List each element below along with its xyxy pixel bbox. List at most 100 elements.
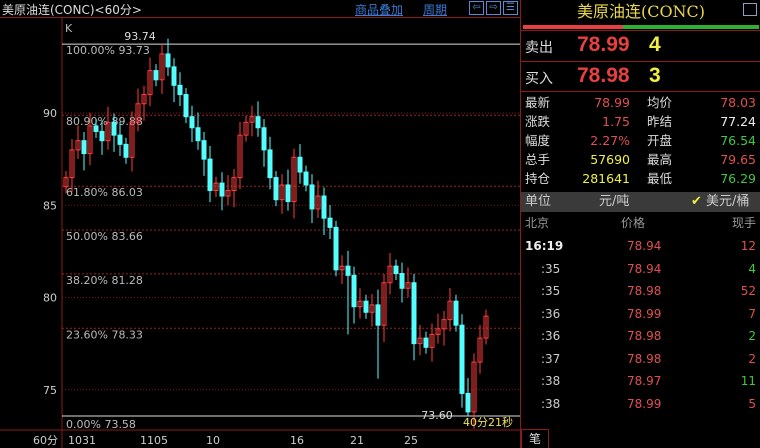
candle-body xyxy=(381,282,387,326)
candle-body xyxy=(201,140,207,160)
candle-body xyxy=(399,273,405,289)
y-tick-label: 75 xyxy=(43,384,57,397)
candle-body xyxy=(345,265,351,276)
candle-body xyxy=(363,300,369,313)
fib-label: 50.00% 83.66 xyxy=(66,230,143,243)
tab-ticks[interactable]: 笔 xyxy=(521,429,549,448)
candle-body xyxy=(63,177,69,188)
tick-price: 78.99 xyxy=(627,396,662,411)
stat-value: 57690 xyxy=(590,152,630,167)
tick-price: 78.98 xyxy=(627,351,662,366)
candle-body xyxy=(69,149,75,179)
tick-price: 78.98 xyxy=(627,284,662,298)
bid-volume: 3 xyxy=(649,64,661,87)
candle-body xyxy=(447,300,453,321)
maximize-icon[interactable] xyxy=(743,3,757,16)
candle-body xyxy=(465,392,471,413)
stat-value: 78.03 xyxy=(720,95,756,110)
candle-body xyxy=(417,337,423,345)
ratio-bar-red xyxy=(523,25,623,29)
candle-body xyxy=(393,265,399,275)
stat-label: 最高 xyxy=(647,152,673,167)
tick-volume: 2 xyxy=(748,351,756,366)
bid-row: 买入 78.98 3 xyxy=(521,62,760,92)
candle-body xyxy=(99,130,105,142)
tick-volume: 7 xyxy=(748,306,756,321)
candle-body xyxy=(291,156,297,203)
ask-price: 78.99 xyxy=(577,33,630,56)
stat-label: 开盘 xyxy=(647,133,673,148)
candle-body xyxy=(375,304,381,326)
x-tick-label: 1105 xyxy=(140,434,168,447)
candle-body xyxy=(171,66,177,86)
unit-option-yuan-ton[interactable]: 元/吨 xyxy=(599,194,630,209)
tick-price: 78.97 xyxy=(627,374,662,388)
bar-countdown: 40分21秒 xyxy=(463,415,513,429)
candle-body xyxy=(153,70,159,81)
candle-body xyxy=(135,103,141,123)
tick-volume: 11 xyxy=(740,374,756,388)
unit-row: 单位 元/吨 ✔ 美元/桶 xyxy=(521,192,760,212)
y-tick-label: 90 xyxy=(43,107,57,120)
candle-body xyxy=(477,337,483,363)
x-tick-label: 25 xyxy=(404,434,418,447)
tick-volume: 4 xyxy=(748,261,756,276)
candle-body xyxy=(225,189,231,197)
tick-time: :38 xyxy=(541,374,561,388)
col-time: 北京 xyxy=(525,216,550,230)
candle-body xyxy=(309,184,315,210)
arrow-left-icon[interactable]: ⇦ xyxy=(469,1,484,15)
candle-body xyxy=(471,361,477,413)
x-tick-label: 1031 xyxy=(68,434,96,447)
candle-body xyxy=(321,195,327,219)
layout-icon[interactable]: ☰ xyxy=(503,1,518,15)
stat-label: 最低 xyxy=(647,171,673,186)
tick-volume: 12 xyxy=(740,239,756,253)
overlay-link[interactable]: 商品叠加 xyxy=(355,3,404,17)
candle-body xyxy=(87,125,93,155)
tick-volume: 5 xyxy=(748,396,756,411)
candle-body xyxy=(459,324,465,394)
check-icon: ✔ xyxy=(691,194,702,209)
low-price-marker: 73.60 xyxy=(421,409,453,422)
candle-body xyxy=(441,319,447,330)
candle-body xyxy=(261,127,267,151)
candle-body xyxy=(483,315,489,339)
unit-label: 单位 xyxy=(525,194,552,209)
candle-body xyxy=(357,300,363,308)
x-tick-label: 21 xyxy=(350,434,364,447)
candle-body xyxy=(429,333,435,348)
stat-label: 幅度 xyxy=(525,133,551,148)
candle-body xyxy=(111,121,117,136)
bid-label: 买入 xyxy=(525,71,553,87)
candle-body xyxy=(81,140,87,155)
stat-value: 1.75 xyxy=(602,114,630,129)
candle-body xyxy=(435,328,441,335)
ratio-bar-green xyxy=(623,25,759,29)
candle-body xyxy=(243,121,249,136)
arrow-right-icon[interactable]: ⇨ xyxy=(486,1,501,15)
stat-value: 2.27% xyxy=(590,133,630,148)
kline-chart[interactable]: K 90 85 80 75 100.00% 93.73 80.90% 89.88 61.80%… xyxy=(0,18,520,448)
tick-price: 78.98 xyxy=(627,329,662,343)
stat-label: 均价 xyxy=(647,95,673,110)
candle-body xyxy=(279,184,285,201)
candle-body xyxy=(411,282,417,345)
candle-body xyxy=(369,304,375,313)
candle-body xyxy=(177,84,183,96)
stat-value: 76.54 xyxy=(720,133,756,148)
candle-body xyxy=(273,177,279,201)
unit-option-usd-barrel[interactable]: 美元/桶 xyxy=(706,194,750,209)
indicator-label: K xyxy=(65,22,73,35)
stat-label: 总手 xyxy=(525,152,551,167)
candle-body xyxy=(333,226,339,271)
stat-label: 持仓 xyxy=(525,171,551,186)
candle-body xyxy=(315,195,321,210)
candle-body xyxy=(93,125,99,132)
quote-title: 美原油连(CONC) xyxy=(576,2,706,21)
stat-value: 281641 xyxy=(582,171,630,186)
candle-body xyxy=(285,184,291,203)
fib-label: 23.60% 78.33 xyxy=(66,328,143,341)
period-link[interactable]: 周期 xyxy=(423,3,448,17)
period-label: 60分 xyxy=(33,434,58,447)
